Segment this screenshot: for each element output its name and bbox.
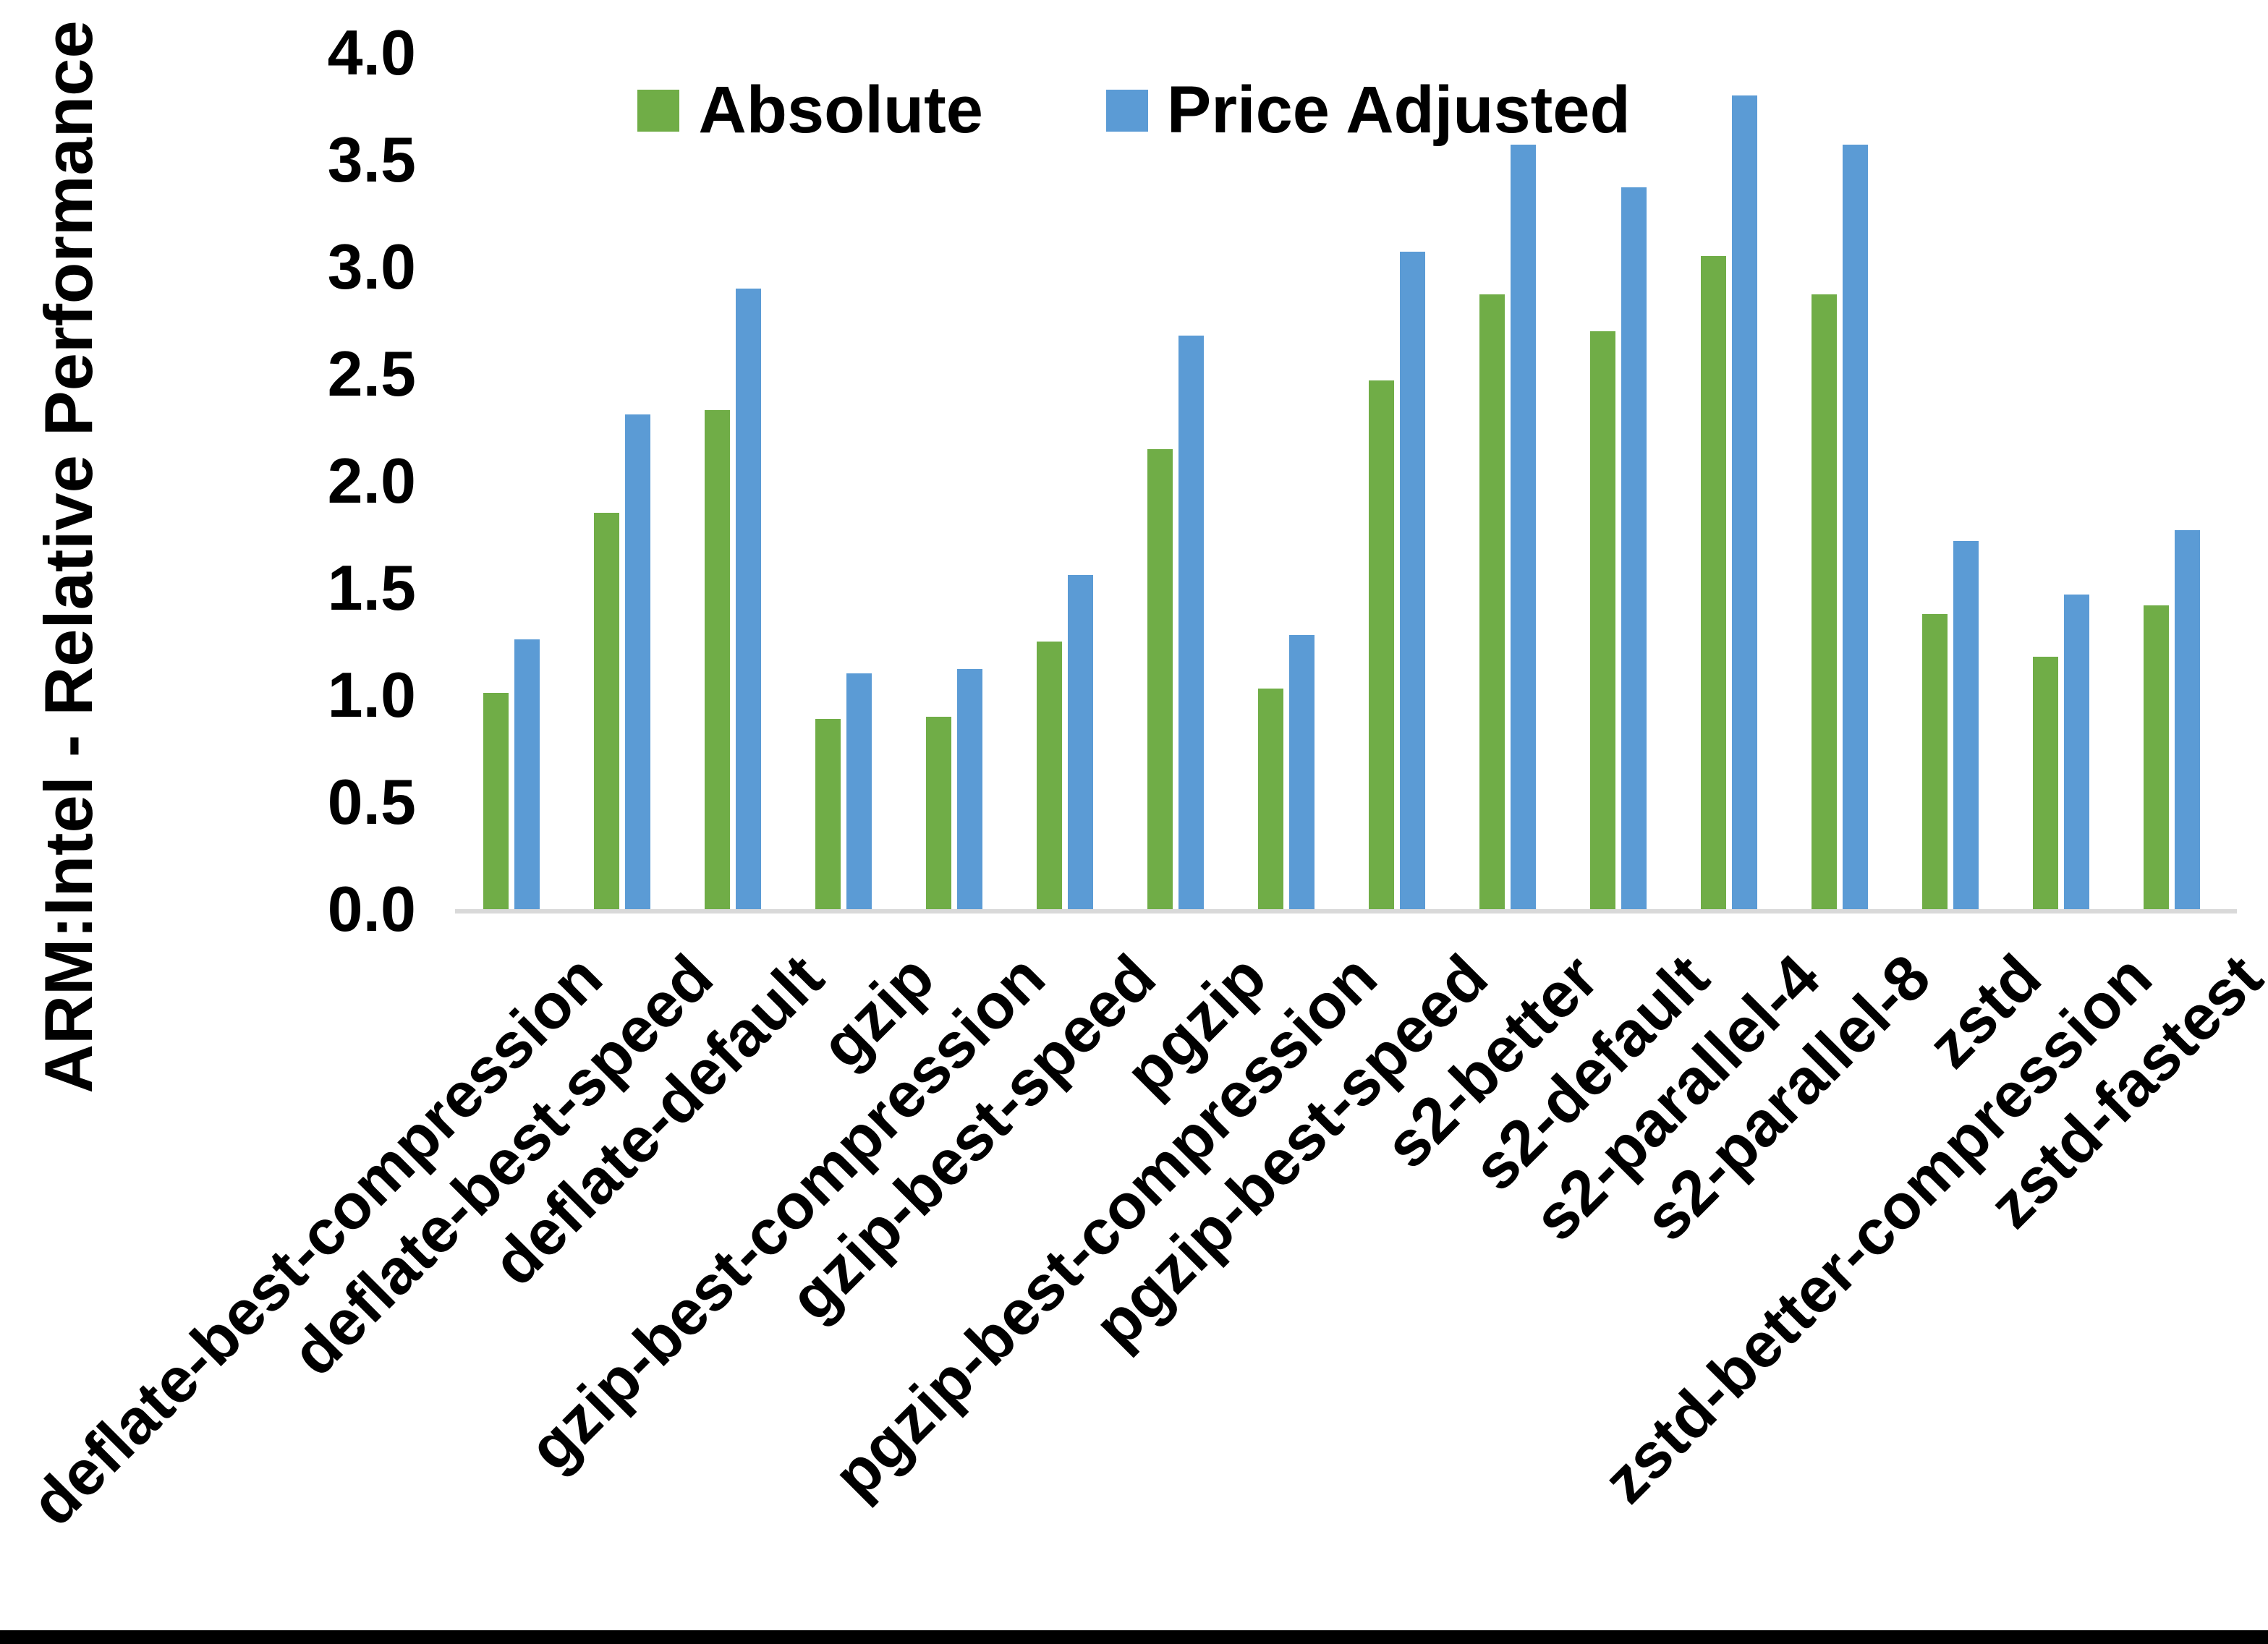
legend-item-absolute: Absolute xyxy=(637,72,983,148)
legend-label: Price Adjusted xyxy=(1166,73,1631,147)
bar-s2-better-absolute xyxy=(1479,294,1505,909)
bar-gzip-best-compression-price-adjusted xyxy=(957,669,982,909)
y-tick-label: 3.5 xyxy=(327,124,416,195)
bar-s2-better-price-adjusted xyxy=(1511,145,1536,909)
legend-swatch-icon xyxy=(637,89,680,132)
bar-s2-parallel-8-absolute xyxy=(1812,294,1837,909)
legend-label: Absolute xyxy=(698,73,983,147)
bar-pgzip-best-compression-absolute xyxy=(1258,689,1283,909)
bar-zstd-absolute xyxy=(1922,613,1948,909)
bar-zstd-better-compression-absolute xyxy=(2033,656,2058,909)
window-bottom-border xyxy=(0,1630,2268,1644)
bar-zstd-fastest-price-adjusted xyxy=(2175,530,2200,909)
bar-gzip-best-speed-price-adjusted xyxy=(1068,575,1093,909)
bar-pgzip-best-speed-price-adjusted xyxy=(1400,252,1425,909)
y-tick-label: 0.5 xyxy=(327,766,416,838)
bar-s2-parallel-4-price-adjusted xyxy=(1732,95,1757,909)
legend-swatch-icon xyxy=(1105,89,1148,132)
y-tick-label: 2.0 xyxy=(327,445,416,516)
bar-s2-parallel-8-price-adjusted xyxy=(1843,145,1868,909)
bar-deflate-default-absolute xyxy=(705,410,730,909)
legend-item-price-adjusted: Price Adjusted xyxy=(1105,72,1631,148)
bar-zstd-price-adjusted xyxy=(1953,540,1979,909)
y-tick-label: 1.0 xyxy=(327,659,416,731)
y-tick-label: 1.5 xyxy=(327,552,416,623)
y-tick-label: 4.0 xyxy=(327,17,416,88)
bar-s2-parallel-4-absolute xyxy=(1701,256,1726,909)
bar-gzip-price-adjusted xyxy=(846,673,872,909)
y-tick-label: 3.0 xyxy=(327,231,416,302)
bar-deflate-best-compression-price-adjusted xyxy=(514,639,540,909)
y-tick-label: 2.5 xyxy=(327,338,416,409)
bar-gzip-absolute xyxy=(815,718,841,909)
bar-s2-default-absolute xyxy=(1590,331,1615,909)
bar-pgzip-price-adjusted xyxy=(1178,335,1204,909)
bar-deflate-best-speed-price-adjusted xyxy=(625,414,650,909)
bar-pgzip-absolute xyxy=(1147,448,1173,909)
bar-pgzip-best-speed-absolute xyxy=(1369,380,1394,909)
bar-deflate-best-speed-absolute xyxy=(594,513,619,909)
bar-gzip-best-compression-absolute xyxy=(926,716,951,909)
bar-s2-default-price-adjusted xyxy=(1621,187,1647,909)
bar-zstd-fastest-absolute xyxy=(2144,605,2169,909)
bar-deflate-default-price-adjusted xyxy=(736,288,761,909)
bar-deflate-best-compression-absolute xyxy=(483,693,509,909)
x-axis-line xyxy=(455,909,2237,913)
y-tick-label: 0.0 xyxy=(327,873,416,945)
bar-gzip-best-speed-absolute xyxy=(1037,642,1062,909)
bar-zstd-better-compression-price-adjusted xyxy=(2064,594,2089,909)
legend: Absolute Price Adjusted xyxy=(0,72,2268,148)
bar-pgzip-best-compression-price-adjusted xyxy=(1289,635,1314,909)
